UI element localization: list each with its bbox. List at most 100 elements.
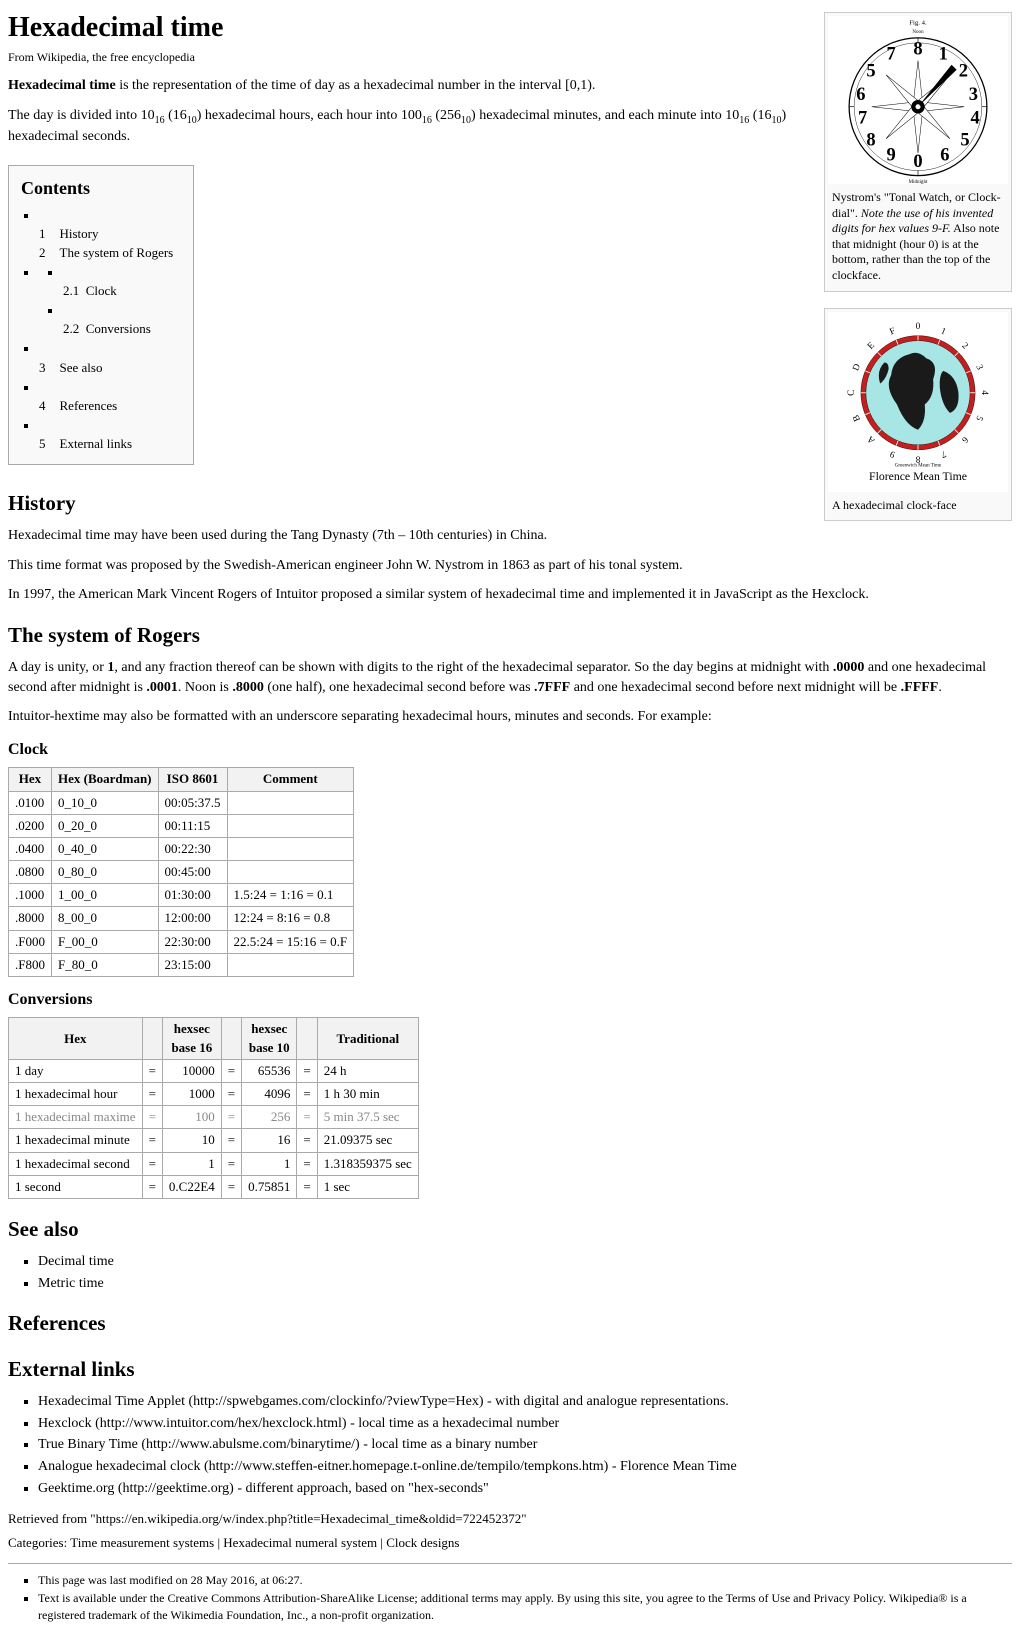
svg-text:E: E [865,339,876,350]
list-item[interactable]: True Binary Time (http://www.abulsme.com… [38,1435,1012,1455]
footer-divider [8,1563,1012,1564]
svg-text:0: 0 [916,320,921,330]
history-p3: In 1997, the American Mark Vincent Roger… [8,585,1012,605]
table-row: .04000_40_000:22:30 [9,837,354,860]
table-row: 1 day=10000=65536=24 h [9,1059,419,1082]
table-header [142,1018,162,1059]
svg-text:9: 9 [887,144,896,164]
category-link[interactable]: Clock designs [386,1535,459,1550]
category-link[interactable]: Hexadecimal numeral system [223,1535,377,1550]
toc-item[interactable]: 1 History2 The system of Rogers [39,207,181,262]
conversions-table: Hexhexsecbase 16hexsecbase 10Traditional… [8,1017,419,1199]
rogers-heading: The system of Rogers [8,621,1012,650]
svg-text:5: 5 [960,129,969,149]
list-item[interactable]: Metric time [38,1274,1012,1294]
svg-text:2: 2 [959,60,968,80]
list-item[interactable]: Analogue hexadecimal clock (http://www.s… [38,1457,1012,1477]
clock-heading: Clock [8,739,1012,761]
figure-tonal-watch: Fig. 4. Noon 8 1 [824,12,1012,292]
list-item[interactable]: Decimal time [38,1252,1012,1272]
florence-svg: 0123456789ABCDEF Greenwich Mean Time Flo… [834,312,1002,492]
footer-list: This page was last modified on 28 May 20… [8,1572,1012,1624]
table-header [297,1018,317,1059]
table-header: Hex [9,1018,143,1059]
toc-item[interactable]: 3 See also [39,340,181,376]
table-of-contents: Contents 1 History2 The system of Rogers… [8,165,194,465]
svg-text:4: 4 [980,390,990,395]
svg-text:2: 2 [960,340,971,351]
svg-text:1: 1 [939,44,948,64]
svg-text:Greenwich Mean Time: Greenwich Mean Time [895,462,942,468]
toc-heading: Contents [21,176,181,201]
category-link[interactable]: Time measurement systems [70,1535,214,1550]
table-row: .08000_80_000:45:00 [9,861,354,884]
svg-text:5: 5 [974,414,985,422]
table-row: 1 hexadecimal second=1=1=1.318359375 sec [9,1152,419,1175]
table-row: 1 hexadecimal maxime=100=256=5 min 37.5 … [9,1106,419,1129]
seealso-heading: See also [8,1215,1012,1244]
svg-text:0: 0 [913,151,922,171]
svg-text:7: 7 [858,108,867,128]
svg-text:Fig. 4.: Fig. 4. [909,19,927,26]
table-row: .02000_20_000:11:15 [9,814,354,837]
svg-text:A: A [865,433,877,445]
svg-text:D: D [850,361,862,371]
table-row: .80008_00_012:00:0012:24 = 8:16 = 0.8 [9,907,354,930]
seealso-list: Decimal timeMetric time [8,1252,1012,1293]
svg-text:7: 7 [939,449,947,460]
toc-item[interactable]: 2.1 Clock 2.2 Conversions [39,264,181,339]
svg-text:F: F [888,325,897,336]
svg-text:Midnight: Midnight [909,179,928,184]
conversions-heading: Conversions [8,989,1012,1011]
list-item[interactable]: Hexclock (http://www.intuitor.com/hex/he… [38,1414,1012,1434]
list-item[interactable]: Geektime.org (http://geektime.org) - dif… [38,1479,1012,1499]
svg-text:5: 5 [866,60,875,80]
table-header [221,1018,241,1059]
table-header: hexsecbase 16 [162,1018,221,1059]
svg-text:C: C [846,389,856,395]
toc-subitem[interactable]: 2.1 Clock [63,264,181,300]
table-header: Comment [227,768,354,791]
table-header: Hex (Boardman) [51,768,158,791]
retrieved-from: Retrieved from "https://en.wikipedia.org… [8,1510,1012,1528]
table-row: 1 hexadecimal minute=10=16=21.09375 sec [9,1129,419,1152]
svg-text:6: 6 [960,434,971,445]
table-row: .10001_00_001:30:001.5:24 = 1:16 = 0.1 [9,884,354,907]
toc-item[interactable]: 5 External links [39,417,181,453]
svg-text:Florence Mean Time: Florence Mean Time [869,470,967,483]
table-header: Hex [9,768,52,791]
svg-text:B: B [850,413,862,423]
table-header: Traditional [317,1018,418,1059]
svg-text:7: 7 [887,44,896,64]
toc-subitem[interactable]: 2.2 Conversions [63,302,181,338]
list-item: This page was last modified on 28 May 20… [38,1572,1012,1589]
svg-text:9: 9 [888,448,896,459]
svg-text:8: 8 [866,129,875,149]
svg-text:3: 3 [974,363,985,371]
references-heading: References [8,1309,1012,1338]
list-item[interactable]: Hexadecimal Time Applet (http://spwebgam… [38,1392,1012,1412]
clock-table: HexHex (Boardman)ISO 8601Comment .01000_… [8,767,354,977]
table-row: .F800F_80_023:15:00 [9,953,354,976]
svg-text:4: 4 [971,108,980,128]
tonal-watch-svg: Fig. 4. Noon 8 1 [834,16,1002,184]
table-row: 1 hexadecimal hour=1000=4096=1 h 30 min [9,1082,419,1105]
history-p2: This time format was proposed by the Swe… [8,556,1012,576]
figure-caption-2: A hexadecimal clock-face [828,496,1008,518]
svg-text:6: 6 [940,144,949,164]
external-heading: External links [8,1355,1012,1384]
svg-text:6: 6 [856,84,865,104]
external-list: Hexadecimal Time Applet (http://spwebgam… [8,1392,1012,1498]
figure-caption: Nystrom's "Tonal Watch, or Clock-dial". … [828,188,1008,288]
table-header: ISO 8601 [158,768,227,791]
svg-text:Noon: Noon [912,29,924,35]
rogers-p1: A day is unity, or 1, and any fraction t… [8,658,1012,697]
toc-item[interactable]: 4 References [39,379,181,415]
figure-hex-clockface: 0123456789ABCDEF Greenwich Mean Time Flo… [824,308,1012,522]
table-row: .F000F_00_022:30:0022.5:24 = 15:16 = 0.F [9,930,354,953]
table-row: .01000_10_000:05:37.5 [9,791,354,814]
svg-text:8: 8 [913,39,922,59]
history-p1: Hexadecimal time may have been used duri… [8,526,1012,546]
table-row: 1 second=0.C22E4=0.75851=1 sec [9,1175,419,1198]
svg-text:1: 1 [940,325,948,336]
